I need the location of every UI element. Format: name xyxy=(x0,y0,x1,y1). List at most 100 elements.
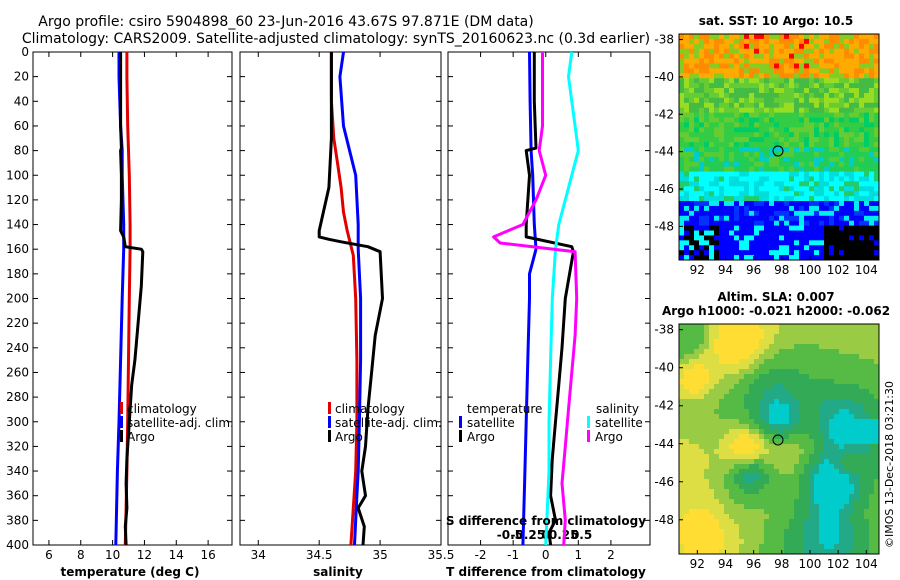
heatmap-cell xyxy=(739,379,745,385)
heatmap-cell xyxy=(854,196,860,202)
heatmap-cell xyxy=(834,107,840,114)
heatmap-cell xyxy=(689,245,695,251)
heatmap-cell xyxy=(684,78,690,84)
heatmap-cell xyxy=(764,389,770,395)
heatmap-cell xyxy=(724,359,730,365)
heatmap-cell xyxy=(769,349,775,355)
heatmap-cell xyxy=(719,127,725,133)
heatmap-cell xyxy=(724,127,730,133)
heatmap-cell xyxy=(729,215,735,222)
heatmap-cell xyxy=(829,205,835,212)
heatmap-cell xyxy=(724,464,730,470)
heatmap-cell xyxy=(744,58,750,64)
heatmap-cell xyxy=(854,439,860,445)
heatmap-cell xyxy=(694,399,700,405)
heatmap-cell xyxy=(704,424,710,430)
heatmap-cell xyxy=(714,156,720,163)
heatmap-cell xyxy=(764,474,770,480)
heatmap-cell xyxy=(844,196,850,202)
heatmap-cell xyxy=(704,339,710,345)
heatmap-cell xyxy=(739,519,745,525)
heatmap-cell xyxy=(749,519,755,525)
heatmap-cell xyxy=(789,529,795,535)
heatmap-cell xyxy=(749,534,755,540)
heatmap-cell xyxy=(789,494,795,500)
heatmap-cell xyxy=(849,196,855,202)
heatmap-cell xyxy=(809,210,815,217)
heatmap-cell xyxy=(864,73,870,79)
heatmap-cell xyxy=(729,92,735,99)
heatmap-cell xyxy=(829,156,835,163)
heatmap-cell xyxy=(689,166,695,172)
heatmap-cell xyxy=(799,117,805,123)
heatmap-cell xyxy=(779,519,785,525)
ytick-label: 120 xyxy=(6,193,29,207)
heatmap-cell xyxy=(789,78,795,84)
heatmap-cell xyxy=(719,404,725,410)
heatmap-cell xyxy=(699,58,705,64)
heatmap-cell xyxy=(864,250,870,256)
heatmap-cell xyxy=(824,534,830,540)
heatmap-cell xyxy=(709,394,715,400)
heatmap-cell xyxy=(729,504,735,510)
heatmap-cell xyxy=(699,529,705,535)
heatmap-cell xyxy=(739,384,745,390)
heatmap-cell xyxy=(844,137,850,143)
heatmap-cell xyxy=(704,514,710,520)
heatmap-cell xyxy=(834,509,840,515)
heatmap-cell xyxy=(814,534,820,540)
heatmap-cell xyxy=(854,73,860,79)
heatmap-cell xyxy=(794,240,800,246)
heatmap-cell xyxy=(719,384,725,390)
heatmap-cell xyxy=(869,181,875,187)
heatmap-cell xyxy=(789,122,795,128)
heatmap-cell xyxy=(769,479,775,485)
heatmap-cell xyxy=(774,97,780,104)
heatmap-cell xyxy=(704,220,710,227)
heatmap-cell xyxy=(859,68,865,74)
heatmap-cell xyxy=(799,524,805,530)
heatmap-cell xyxy=(749,354,755,360)
heatmap-cell xyxy=(819,489,825,495)
heatmap-cell xyxy=(819,132,825,138)
heatmap-cell xyxy=(819,147,825,153)
heatmap-cell xyxy=(679,419,685,425)
heatmap-cell xyxy=(809,534,815,540)
heatmap-cell xyxy=(859,255,865,261)
heatmap-cell xyxy=(804,534,810,540)
heatmap-cell xyxy=(849,449,855,455)
heatmap-cell xyxy=(694,151,700,158)
heatmap-cell xyxy=(739,364,745,370)
heatmap-cell xyxy=(819,181,825,187)
heatmap-cell xyxy=(699,127,705,133)
heatmap-cell xyxy=(824,176,830,182)
heatmap-cell xyxy=(839,122,845,128)
legend-swatch-climatology xyxy=(328,402,331,414)
ytick-label: 240 xyxy=(6,341,29,355)
heatmap-cell xyxy=(834,469,840,475)
heatmap-cell xyxy=(689,324,695,330)
heatmap-cell xyxy=(789,161,795,168)
heatmap-cell xyxy=(839,339,845,345)
heatmap-cell xyxy=(729,484,735,490)
heatmap-cell xyxy=(704,83,710,89)
heatmap-cell xyxy=(734,137,740,143)
heatmap-cell xyxy=(764,34,770,40)
heatmap-cell xyxy=(714,429,720,435)
heatmap-cell xyxy=(839,469,845,475)
heatmap-cell xyxy=(819,329,825,335)
heatmap-cell xyxy=(689,151,695,158)
heatmap-cell xyxy=(709,364,715,370)
heatmap-cell xyxy=(754,519,760,525)
heatmap-cell xyxy=(709,429,715,435)
heatmap-cell xyxy=(714,529,720,535)
heatmap-cell xyxy=(869,444,875,450)
heatmap-cell xyxy=(814,156,820,163)
heatmap-cell xyxy=(874,364,880,370)
heatmap-cell xyxy=(764,384,770,390)
heatmap-cell xyxy=(819,539,825,545)
heatmap-cell xyxy=(844,444,850,450)
heatmap-cell xyxy=(779,137,785,143)
heatmap-cell xyxy=(714,359,720,365)
heatmap-cell xyxy=(794,349,800,355)
